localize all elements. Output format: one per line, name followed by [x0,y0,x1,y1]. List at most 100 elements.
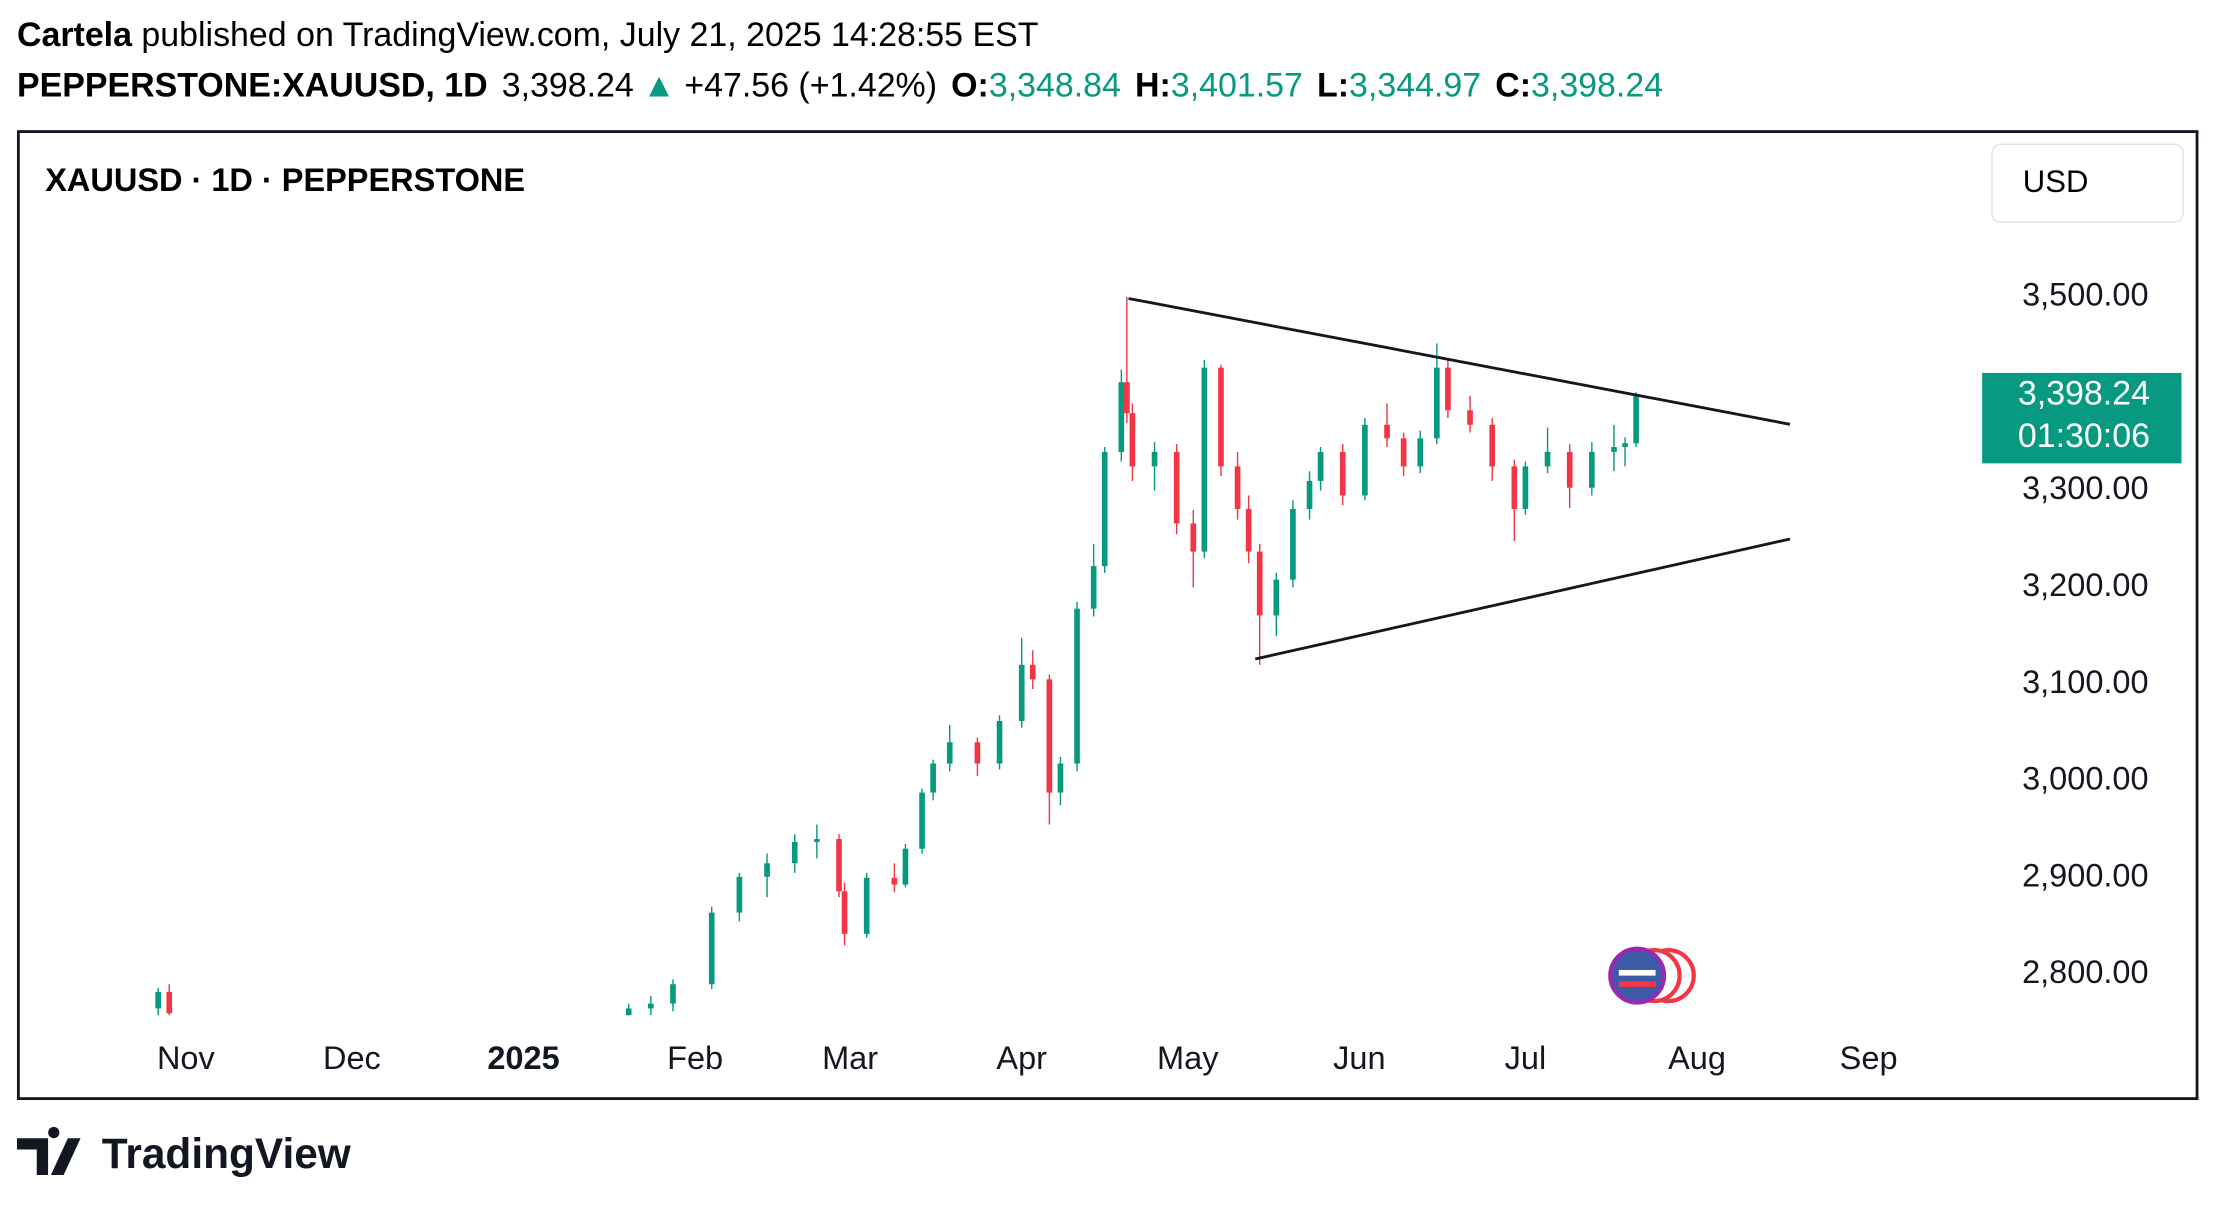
candle-body [974,742,981,764]
y-tick-label: 3,200.00 [2022,567,2149,603]
h: 3,401.57 [1171,67,1303,105]
x-tick-label: 2025 [487,1040,559,1076]
author: Cartela [17,16,133,54]
candle-body [1544,451,1551,467]
candle-body [708,912,715,985]
candle-body [814,839,820,842]
l-label: L: [1317,67,1349,105]
candle-body [155,991,162,1009]
footer: TradingView [102,1130,352,1177]
candle-body [1362,424,1368,496]
candle-body [891,877,898,885]
candle-body [1018,664,1025,721]
currency[interactable]: USD [2023,164,2089,199]
x-tick-label: Aug [1668,1040,1726,1076]
published: published on TradingView.com, July 21, 2… [141,16,1038,54]
candle-body [1245,508,1252,552]
chart-title: XAUUSD · 1D · PEPPERSTONE [45,162,525,198]
x-tick-label: Dec [323,1040,381,1076]
h-label: H: [1135,67,1171,105]
candle-body [1566,451,1573,488]
candle-body [1234,466,1241,509]
currency-button[interactable] [1991,143,2184,223]
x-tick-label: Jun [1333,1040,1385,1076]
candle-body [1173,451,1180,524]
candle-body [1511,466,1518,509]
c-label: C: [1495,67,1531,105]
last-price-box [1982,372,2182,464]
header-line-2: PEPPERSTONE:XAUUSD, 1D 3,398.24 ▲ +47.56 (+… [17,67,1663,105]
candle-body [836,839,842,892]
x-tick-label: Sep [1840,1040,1898,1076]
candle-body [996,720,1003,764]
candle-body [1201,367,1208,552]
candle-body [1633,395,1639,444]
candle-body [1417,438,1424,467]
header-line-1: Cartela published on TradingView.com, Ju… [17,16,1038,54]
y-tick-label: 3,000.00 [2022,761,2149,797]
candle-body [1445,367,1451,411]
candle-body [166,991,173,1014]
trendline [1128,297,1791,426]
symbol: PEPPERSTONE:XAUUSD, 1D [17,67,488,105]
candle-body [919,792,925,849]
candle-body [1074,608,1080,764]
y-tick-label: 2,900.00 [2022,857,2149,893]
last-price-label: 3,398.24 [2018,374,2150,412]
plot-area [155,297,1639,1016]
x-tick-label: Mar [822,1040,878,1076]
candle-body [1129,413,1136,467]
candle-body [946,742,953,764]
candle-body [764,863,770,877]
y-tick-label: 3,500.00 [2022,277,2149,313]
candle-body [1046,679,1053,793]
candle-body [1118,382,1125,452]
y-tick-label: 3,100.00 [2022,664,2149,700]
c: 3,398.24 [1531,67,1663,105]
candle-body [1090,566,1097,609]
x-tick-label: Nov [157,1040,216,1076]
events-icon [1608,946,1696,1005]
candle-body [670,984,676,1004]
candle-body [736,876,743,913]
footer-logo: TradingView [16,1126,352,1177]
o: 3,348.84 [989,67,1121,105]
candle-body [863,877,870,934]
x-tick-label: Feb [667,1040,723,1076]
countdown: 01:30:06 [2018,417,2150,455]
candle-body [930,763,936,793]
candle-body [1467,410,1473,425]
price: 3,398.24 [502,67,634,105]
y-tick-label: 3,300.00 [2022,470,2149,506]
candle-body [1290,508,1296,580]
candle-body [1611,447,1617,452]
trendline [1254,537,1791,661]
candle-body [1317,451,1324,481]
candle-body [1434,367,1440,439]
candle-body [647,1003,654,1009]
candle-body [1151,451,1158,467]
candle-body [1384,424,1390,439]
candle-body [1306,480,1313,509]
candle-body [1256,551,1263,616]
x-tick-label: May [1157,1040,1219,1076]
candle-body [1190,523,1197,552]
x-tick-label: Jul [1505,1040,1547,1076]
candle-body [1029,664,1036,680]
candle-body [1622,443,1628,448]
candle-body [625,1008,632,1016]
candle-body [1273,579,1280,616]
candle-body [902,848,909,885]
candle-body [1339,451,1346,496]
candle-body [1489,424,1496,467]
candle-body [1589,451,1595,488]
candle-body [1101,451,1108,567]
chart-frame [16,130,2199,1101]
l: 3,344.97 [1349,67,1481,105]
candle-body [1124,382,1130,414]
candle-body [1057,763,1064,793]
candle-body [1522,466,1529,509]
y-tick-label: 2,800.00 [2022,954,2149,990]
